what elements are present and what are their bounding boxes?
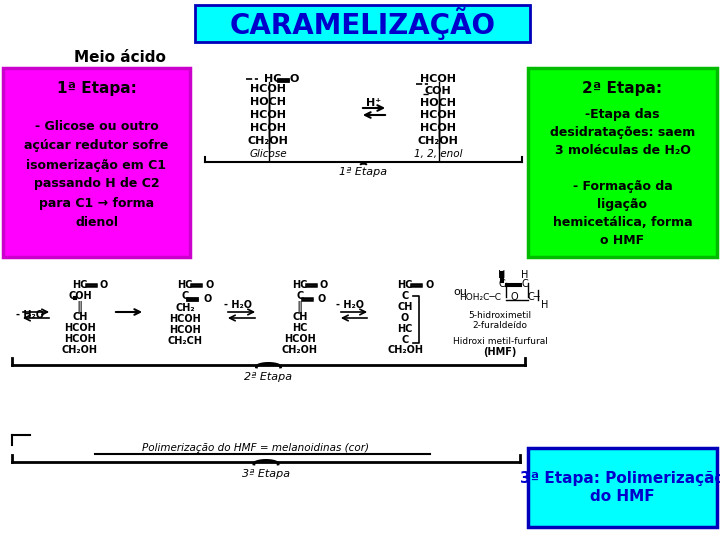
Text: CH: CH <box>397 302 413 312</box>
Text: Hidroxi metil-furfural: Hidroxi metil-furfural <box>453 338 547 347</box>
Text: H: H <box>541 300 549 310</box>
Text: - Glicose ou outro
açúcar redutor sofre
isomerização em C1
passando H de C2
para: - Glicose ou outro açúcar redutor sofre … <box>24 120 168 228</box>
Text: HCOH: HCOH <box>420 123 456 133</box>
Text: CH₂OH: CH₂OH <box>418 136 459 146</box>
Text: CH₂CH: CH₂CH <box>168 336 202 346</box>
Text: CH: CH <box>72 312 88 322</box>
Text: HCOH: HCOH <box>420 74 456 84</box>
Text: HCOH: HCOH <box>250 84 286 94</box>
Text: - H₂O: - H₂O <box>336 300 364 310</box>
Text: C: C <box>401 335 409 345</box>
Text: 1ª Etapa: 1ª Etapa <box>339 167 387 177</box>
Text: ou: ou <box>453 287 467 297</box>
Text: HCOH: HCOH <box>250 110 286 120</box>
Text: HC: HC <box>292 280 307 290</box>
Text: HC: HC <box>72 280 88 290</box>
Text: COH: COH <box>68 291 92 301</box>
Text: C: C <box>521 279 528 289</box>
Text: HCOH: HCOH <box>169 325 201 335</box>
Text: CH₂: CH₂ <box>175 303 195 313</box>
Text: CH₂OH: CH₂OH <box>282 345 318 355</box>
FancyBboxPatch shape <box>528 448 717 527</box>
Text: HC: HC <box>397 324 413 334</box>
Text: O: O <box>203 294 211 304</box>
Text: C: C <box>499 279 505 289</box>
Text: O: O <box>205 280 213 290</box>
Text: -Etapa das
desidratações: saem
3 moléculas de H₂O

- Formação da
ligação
hemicet: -Etapa das desidratações: saem 3 molécul… <box>550 108 695 247</box>
FancyBboxPatch shape <box>195 5 530 42</box>
Text: HCOH: HCOH <box>284 334 316 344</box>
Text: 2ª Etapa: 2ª Etapa <box>244 372 292 382</box>
Text: ‖: ‖ <box>297 300 303 314</box>
Text: O: O <box>290 74 300 84</box>
Text: HOH₂C─C: HOH₂C─C <box>459 293 501 301</box>
Text: O: O <box>320 280 328 290</box>
Text: - H₂O: - H₂O <box>224 300 252 310</box>
Text: - H₂O: - H₂O <box>16 310 44 320</box>
Text: 3ª Etapa: 3ª Etapa <box>242 469 290 479</box>
Text: 3ª Etapa: Polimerização
do HMF: 3ª Etapa: Polimerização do HMF <box>520 471 720 504</box>
Text: CH₂OH: CH₂OH <box>387 345 423 355</box>
Text: HCOH: HCOH <box>250 123 286 133</box>
Text: HCOH: HCOH <box>420 110 456 120</box>
Text: HC: HC <box>264 74 282 84</box>
Text: C─: C─ <box>528 292 540 302</box>
Text: 2-furaldeído: 2-furaldeído <box>472 321 528 330</box>
Text: 1ª Etapa:: 1ª Etapa: <box>57 80 136 96</box>
Text: 1, 2, enol: 1, 2, enol <box>414 149 462 159</box>
Text: CH₂OH: CH₂OH <box>248 136 289 146</box>
Text: HC: HC <box>177 280 193 290</box>
Text: C: C <box>181 291 189 301</box>
FancyBboxPatch shape <box>3 68 190 257</box>
Text: HCOH: HCOH <box>64 334 96 344</box>
Text: C: C <box>401 291 409 301</box>
Text: HCOH: HCOH <box>64 323 96 333</box>
Text: H⁺: H⁺ <box>366 98 382 108</box>
Text: Polimerização do HMF = melanoidinas (cor): Polimerização do HMF = melanoidinas (cor… <box>142 443 369 453</box>
Text: HOCH: HOCH <box>250 97 286 107</box>
Text: Glicose: Glicose <box>249 149 287 159</box>
Text: (HMF): (HMF) <box>483 347 517 357</box>
Text: O: O <box>100 280 108 290</box>
Text: HC: HC <box>397 280 413 290</box>
Text: O: O <box>425 280 433 290</box>
Text: C: C <box>297 291 304 301</box>
Text: 2ª Etapa:: 2ª Etapa: <box>582 80 662 96</box>
Text: Meio ácido: Meio ácido <box>74 51 166 65</box>
Text: CH: CH <box>292 312 307 322</box>
Text: O: O <box>401 313 409 323</box>
Text: ‖: ‖ <box>77 300 83 314</box>
Text: O: O <box>318 294 326 304</box>
Text: HOCH: HOCH <box>420 98 456 108</box>
Text: H: H <box>498 270 505 280</box>
Text: HCOH: HCOH <box>169 314 201 324</box>
Text: HC: HC <box>292 323 307 333</box>
Text: CH₂OH: CH₂OH <box>62 345 98 355</box>
Text: O: O <box>510 292 518 302</box>
Text: CARAMELIZAÇÃO: CARAMELIZAÇÃO <box>230 7 495 40</box>
Text: H: H <box>521 270 528 280</box>
Text: COH: COH <box>425 86 451 96</box>
Text: 5-hidroximetil: 5-hidroximetil <box>469 310 531 320</box>
FancyBboxPatch shape <box>528 68 717 257</box>
